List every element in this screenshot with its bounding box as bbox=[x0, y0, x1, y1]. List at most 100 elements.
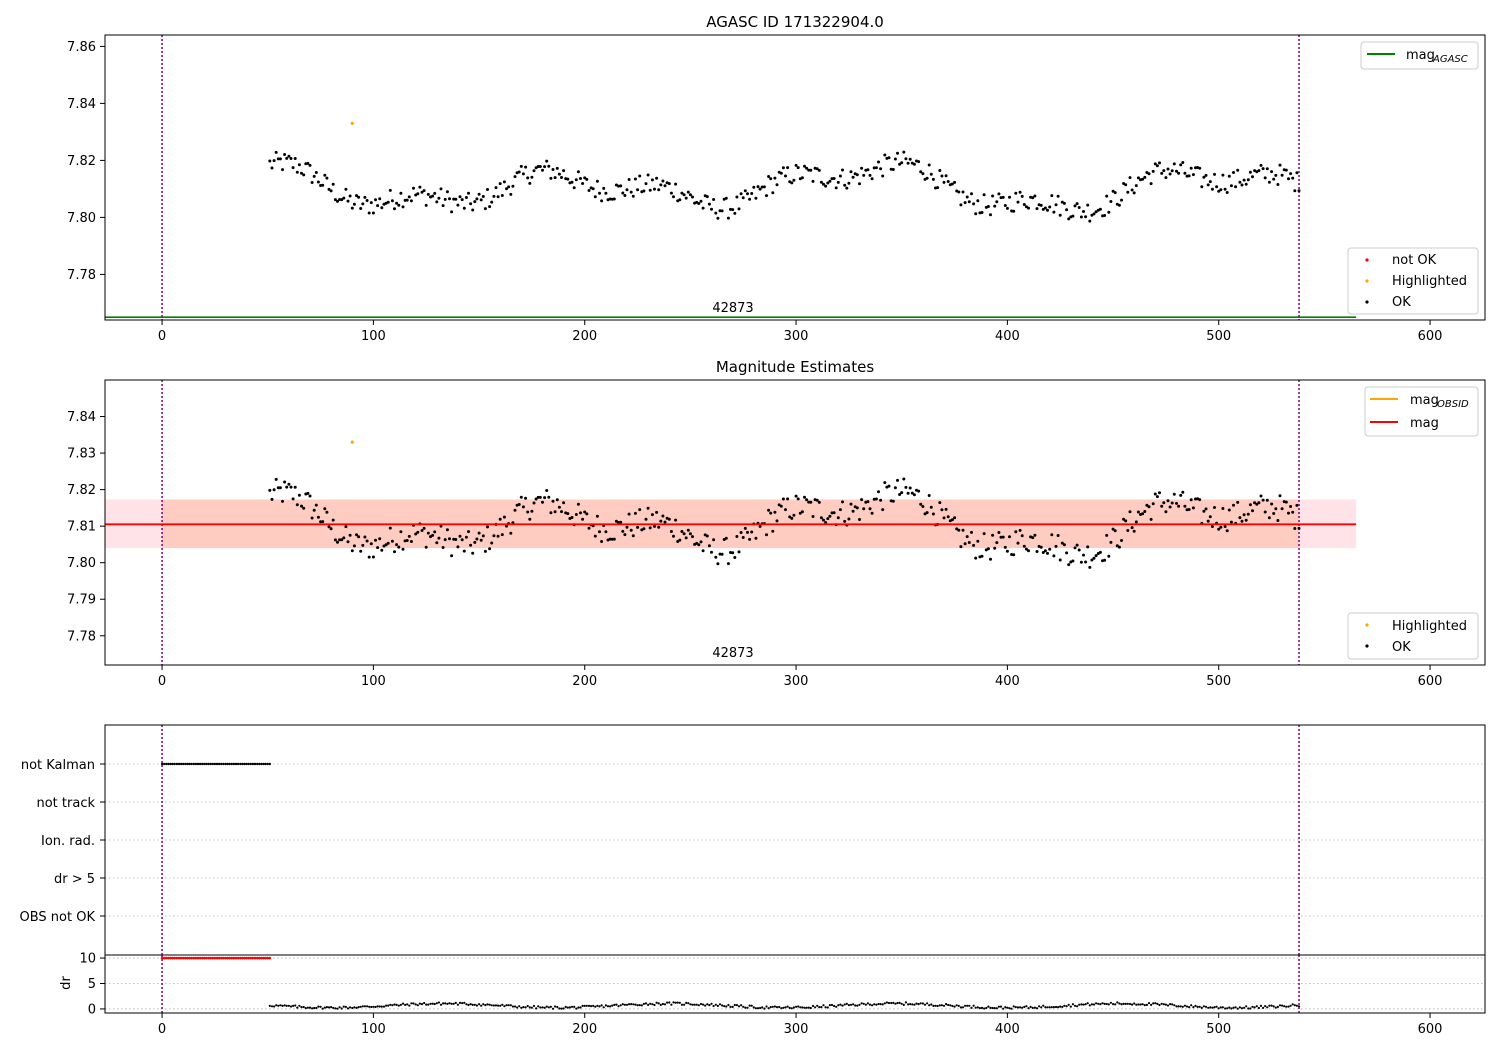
ok-point bbox=[1253, 501, 1257, 505]
ok-point bbox=[1050, 533, 1054, 537]
dr-point bbox=[505, 1004, 508, 1007]
ok-point bbox=[1079, 560, 1083, 564]
ok-point bbox=[1251, 509, 1254, 513]
ok-point bbox=[1265, 167, 1269, 171]
dr-point bbox=[1171, 1003, 1174, 1006]
dr-point bbox=[854, 1004, 857, 1007]
x-tick-label: 200 bbox=[572, 329, 597, 344]
dr-point bbox=[617, 1005, 620, 1008]
dr-point bbox=[729, 1005, 732, 1009]
not-kalman-point bbox=[266, 762, 269, 766]
y-tick-label: 7.82 bbox=[67, 154, 96, 169]
ok-point bbox=[733, 211, 737, 215]
ok-point bbox=[270, 166, 274, 170]
dr-point bbox=[1084, 1003, 1087, 1006]
ok-point bbox=[1200, 185, 1204, 189]
dr-point bbox=[334, 1007, 337, 1010]
dr-point bbox=[638, 1004, 641, 1007]
ok-point bbox=[595, 179, 599, 183]
dr-point bbox=[968, 1004, 971, 1007]
ok-point bbox=[327, 525, 331, 529]
ok-point bbox=[285, 156, 289, 160]
ok-point bbox=[1132, 191, 1136, 195]
ok-point bbox=[1141, 177, 1145, 181]
ok-point bbox=[644, 517, 648, 521]
ok-point bbox=[579, 177, 582, 180]
ok-point bbox=[376, 204, 380, 208]
dr-point bbox=[934, 1004, 937, 1007]
dr-point bbox=[786, 1005, 789, 1008]
ok-point bbox=[549, 511, 553, 515]
ok-point bbox=[1020, 194, 1024, 198]
dr-point bbox=[765, 1005, 768, 1008]
dr-point bbox=[775, 1006, 779, 1009]
ok-point bbox=[481, 534, 485, 538]
dr-point bbox=[716, 1004, 720, 1008]
ok-point bbox=[1052, 210, 1056, 214]
ok-point bbox=[314, 171, 318, 174]
ok-point bbox=[1077, 206, 1081, 209]
ok-point bbox=[274, 150, 278, 154]
dr-point bbox=[807, 1006, 810, 1009]
dr-point bbox=[926, 1002, 929, 1005]
dr-point bbox=[1046, 1006, 1049, 1009]
dr-point bbox=[1289, 1004, 1292, 1007]
dr-clipped-point bbox=[205, 956, 208, 960]
dr-point bbox=[949, 1004, 952, 1007]
dr-point bbox=[1266, 1006, 1269, 1009]
dr-point bbox=[575, 1007, 578, 1010]
dr-point bbox=[551, 1007, 555, 1010]
ok-point bbox=[803, 164, 806, 168]
y-tick-label: 7.86 bbox=[67, 40, 96, 55]
ok-point bbox=[316, 515, 320, 519]
dr-point bbox=[431, 1002, 434, 1005]
ok-point bbox=[1151, 502, 1155, 506]
ok-point bbox=[374, 538, 377, 542]
ok-point bbox=[792, 513, 796, 517]
x-tick-label: 100 bbox=[361, 1022, 386, 1037]
ok-point bbox=[1289, 172, 1293, 176]
ok-point bbox=[636, 525, 640, 529]
dr-point bbox=[524, 1006, 527, 1009]
ok-point bbox=[701, 549, 705, 553]
ok-point bbox=[1246, 512, 1250, 516]
ok-point bbox=[1033, 533, 1037, 537]
ok-point bbox=[426, 531, 430, 535]
ok-point bbox=[528, 517, 532, 521]
ok-point bbox=[898, 493, 902, 496]
dr-point bbox=[718, 1003, 722, 1006]
dr-point bbox=[689, 1003, 692, 1006]
dr-clipped-point bbox=[255, 956, 259, 960]
dr-point bbox=[1190, 1004, 1193, 1007]
ok-point bbox=[475, 197, 479, 201]
dr-point bbox=[1169, 1003, 1172, 1006]
not-kalman-point bbox=[205, 762, 208, 766]
ok-point bbox=[323, 507, 327, 511]
ok-point bbox=[991, 194, 995, 198]
dr-point bbox=[792, 1006, 796, 1009]
ok-point bbox=[530, 509, 534, 513]
ok-point bbox=[1046, 551, 1049, 555]
ok-point bbox=[860, 166, 864, 170]
ok-point bbox=[1276, 183, 1280, 186]
dr-point bbox=[887, 1001, 891, 1005]
ok-point bbox=[479, 538, 483, 542]
dr-point bbox=[283, 1004, 286, 1007]
dr-point bbox=[1228, 1006, 1231, 1009]
dr-point bbox=[892, 1001, 895, 1005]
dr-point bbox=[805, 1006, 808, 1009]
x-tick-label: 200 bbox=[572, 1022, 597, 1037]
dr-point bbox=[862, 1002, 865, 1005]
dr-point bbox=[801, 1006, 804, 1009]
dr-clipped-point bbox=[162, 956, 166, 960]
ok-point bbox=[627, 512, 631, 516]
ok-point bbox=[566, 177, 570, 181]
ok-point bbox=[625, 525, 629, 529]
dr-point bbox=[353, 1006, 356, 1009]
dr-point bbox=[1088, 1004, 1091, 1007]
flags-panel-grid bbox=[100, 763, 1485, 917]
ok-point bbox=[1008, 535, 1011, 539]
ok-point bbox=[1031, 536, 1035, 540]
y-tick-label: 7.82 bbox=[67, 483, 96, 498]
dr-point bbox=[1236, 1007, 1239, 1010]
